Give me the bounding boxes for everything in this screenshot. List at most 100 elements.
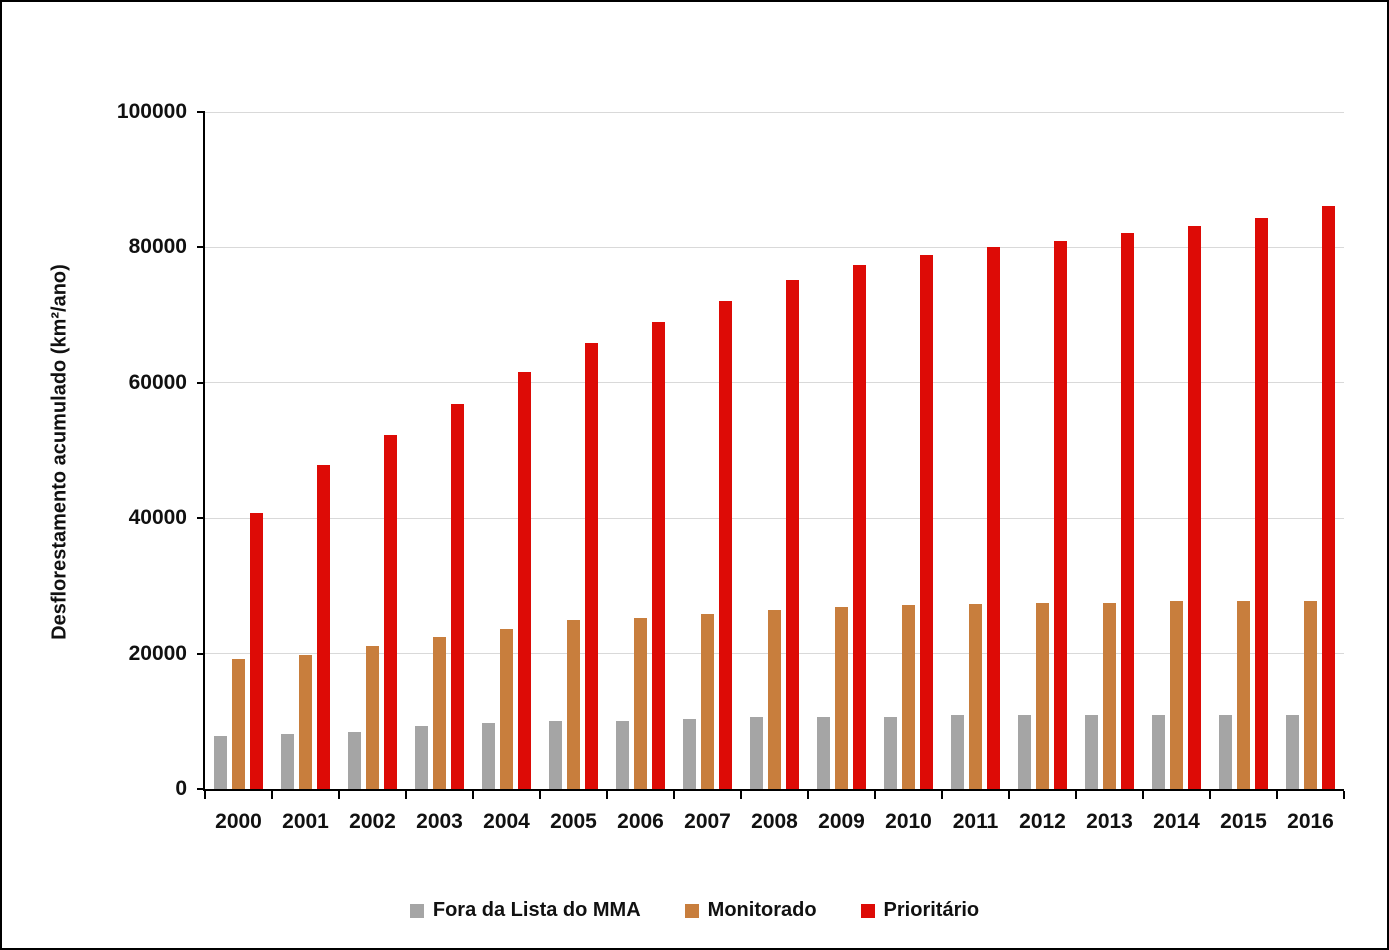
bar-priorit-rio-2010 [920,254,933,789]
bar-priorit-rio-2006 [652,321,665,789]
bar-fora-da-lista-do-mma-2000 [214,736,227,789]
y-axis-tick-label: 0 [175,777,187,800]
bar-fora-da-lista-do-mma-2007 [683,719,696,789]
x-axis-tick [807,791,809,799]
bar-monitorado-2005 [567,619,580,789]
y-axis-tick-label: 60000 [128,370,187,394]
bar-priorit-rio-2011 [987,246,1000,789]
bar-priorit-rio-2001 [317,465,330,789]
x-axis-tick [673,791,675,799]
bar-monitorado-2009 [835,606,848,789]
y-axis-tick [197,652,205,655]
bar-fora-da-lista-do-mma-2015 [1219,714,1232,789]
y-axis-tick [197,111,205,113]
x-axis-tick-label: 2005 [550,810,597,833]
x-axis-tick [204,791,206,799]
x-axis-tick-label: 2016 [1287,810,1334,833]
y-axis-tick [197,381,205,384]
bar-fora-da-lista-do-mma-2006 [616,721,629,789]
bar-fora-da-lista-do-mma-2009 [817,716,830,789]
bar-priorit-rio-2015 [1255,218,1268,789]
gridline [205,246,1344,248]
x-axis-tick [1276,791,1278,799]
x-axis-tick-label: 2007 [684,810,731,833]
y-axis-tick-label: 100000 [116,100,187,123]
x-axis-tick [271,791,273,799]
legend-label: Fora da Lista do MMA [432,899,641,921]
bar-monitorado-2001 [299,654,312,789]
bar-monitorado-2012 [1036,602,1049,789]
bar-fora-da-lista-do-mma-2004 [482,723,495,789]
x-axis-tick-label: 2010 [885,810,932,833]
x-axis-tick-label: 2014 [1153,810,1200,833]
x-axis-tick [1008,791,1010,799]
bar-priorit-rio-2007 [719,300,732,789]
bar-monitorado-2013 [1103,602,1116,789]
legend-item-monitorado: Monitorado [684,899,817,922]
x-axis-tick [606,791,608,799]
bar-monitorado-2010 [902,604,915,789]
bar-monitorado-2008 [768,609,781,789]
y-axis-tick-label: 80000 [128,235,187,259]
gridline [205,517,1344,519]
bar-priorit-rio-2014 [1188,226,1201,789]
x-axis-tick [338,791,340,799]
bar-monitorado-2014 [1170,601,1183,789]
bar-fora-da-lista-do-mma-2014 [1152,714,1165,789]
legend: Fora da Lista do MMA Monitorado Prioritári… [2,899,1387,922]
bar-priorit-rio-2000 [250,513,263,789]
x-axis-tick-label: 2011 [952,810,999,833]
bar-priorit-rio-2004 [518,371,531,789]
bar-fora-da-lista-do-mma-2003 [415,726,428,789]
x-axis-tick-label: 2003 [416,810,463,833]
gridline [205,382,1344,384]
bar-monitorado-2015 [1237,600,1250,789]
bar-monitorado-2007 [701,613,714,789]
bar-fora-da-lista-do-mma-2001 [281,734,294,789]
legend-item-priorit-rio: Prioritário [860,899,980,922]
y-axis-line [203,112,205,789]
x-axis-tick [1343,791,1345,799]
bar-priorit-rio-2002 [384,434,397,789]
bar-priorit-rio-2005 [585,342,598,789]
y-axis-tick-label: 40000 [128,506,187,530]
bar-fora-da-lista-do-mma-2002 [348,732,361,789]
bar-fora-da-lista-do-mma-2012 [1018,715,1031,789]
legend-swatch-icon [684,903,699,918]
bar-monitorado-2016 [1304,600,1317,789]
y-axis-tick [197,246,205,249]
x-axis-tick-label: 2002 [349,810,396,833]
x-axis-tick [874,791,876,799]
x-axis-tick [1209,791,1211,799]
bar-priorit-rio-2008 [786,279,799,789]
x-axis-line [203,789,1344,791]
legend-label: Monitorado [707,899,817,921]
bar-monitorado-2003 [433,636,446,789]
legend-swatch-icon [860,903,875,918]
bar-monitorado-2000 [232,659,245,789]
x-axis-tick [539,791,541,799]
x-axis-tick [405,791,407,799]
bar-monitorado-2002 [366,646,379,789]
x-axis-tick-label: 2000 [215,810,262,833]
x-axis-tick [472,791,474,799]
legend-label: Prioritário [883,899,980,921]
x-axis-tick [941,791,943,799]
gridline [205,111,1344,113]
y-axis-tick [197,517,205,520]
x-axis-tick-label: 2004 [483,810,530,833]
x-axis-tick [1142,791,1144,799]
x-axis-tick-label: 2008 [751,810,798,833]
bar-fora-da-lista-do-mma-2011 [951,715,964,789]
bar-fora-da-lista-do-mma-2010 [884,716,897,789]
x-axis-tick-label: 2009 [818,810,865,833]
x-axis-tick-label: 2013 [1086,810,1133,833]
bar-fora-da-lista-do-mma-2008 [750,717,763,789]
bar-priorit-rio-2013 [1121,232,1134,789]
y-axis-tick [197,788,205,790]
x-axis-tick-label: 2006 [617,810,664,833]
bar-monitorado-2011 [969,603,982,789]
bar-monitorado-2006 [634,617,647,789]
bar-priorit-rio-2016 [1322,206,1335,789]
